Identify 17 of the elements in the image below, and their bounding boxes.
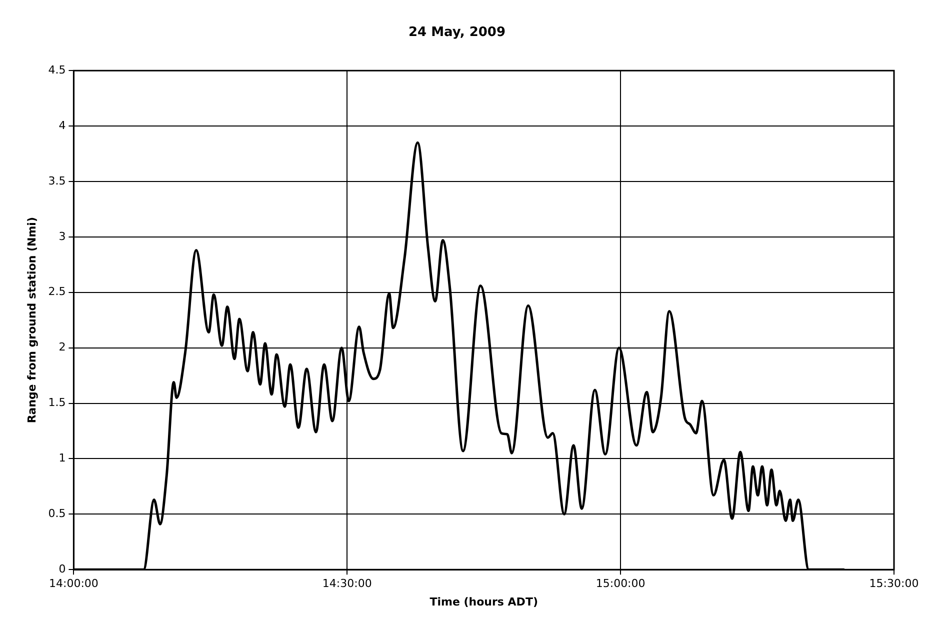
y-tick-label: 1 <box>58 452 66 465</box>
x-axis-title: Time (hours ADT) <box>430 595 538 608</box>
y-tick-label: 3 <box>58 230 66 243</box>
x-tick-label: 15:00:00 <box>596 577 646 590</box>
x-tick-label: 14:00:00 <box>48 577 98 590</box>
y-tick-label: 2.5 <box>48 285 66 298</box>
y-axis-title: Range from ground station (Nmi) <box>25 217 38 424</box>
x-tick-label: 14:30:00 <box>322 577 372 590</box>
y-tick-label: 4.5 <box>48 63 66 76</box>
y-tick-label: 0.5 <box>48 507 66 520</box>
y-tick-label: 3.5 <box>48 174 66 188</box>
y-tick-label: 0 <box>58 562 66 576</box>
y-tick-label: 1.5 <box>48 396 66 410</box>
y-tick-label: 2 <box>58 340 66 354</box>
chart-title: 24 May, 2009 <box>408 25 506 40</box>
y-tick-label: 4 <box>58 118 66 132</box>
x-tick-label: 15:30:00 <box>869 577 919 590</box>
